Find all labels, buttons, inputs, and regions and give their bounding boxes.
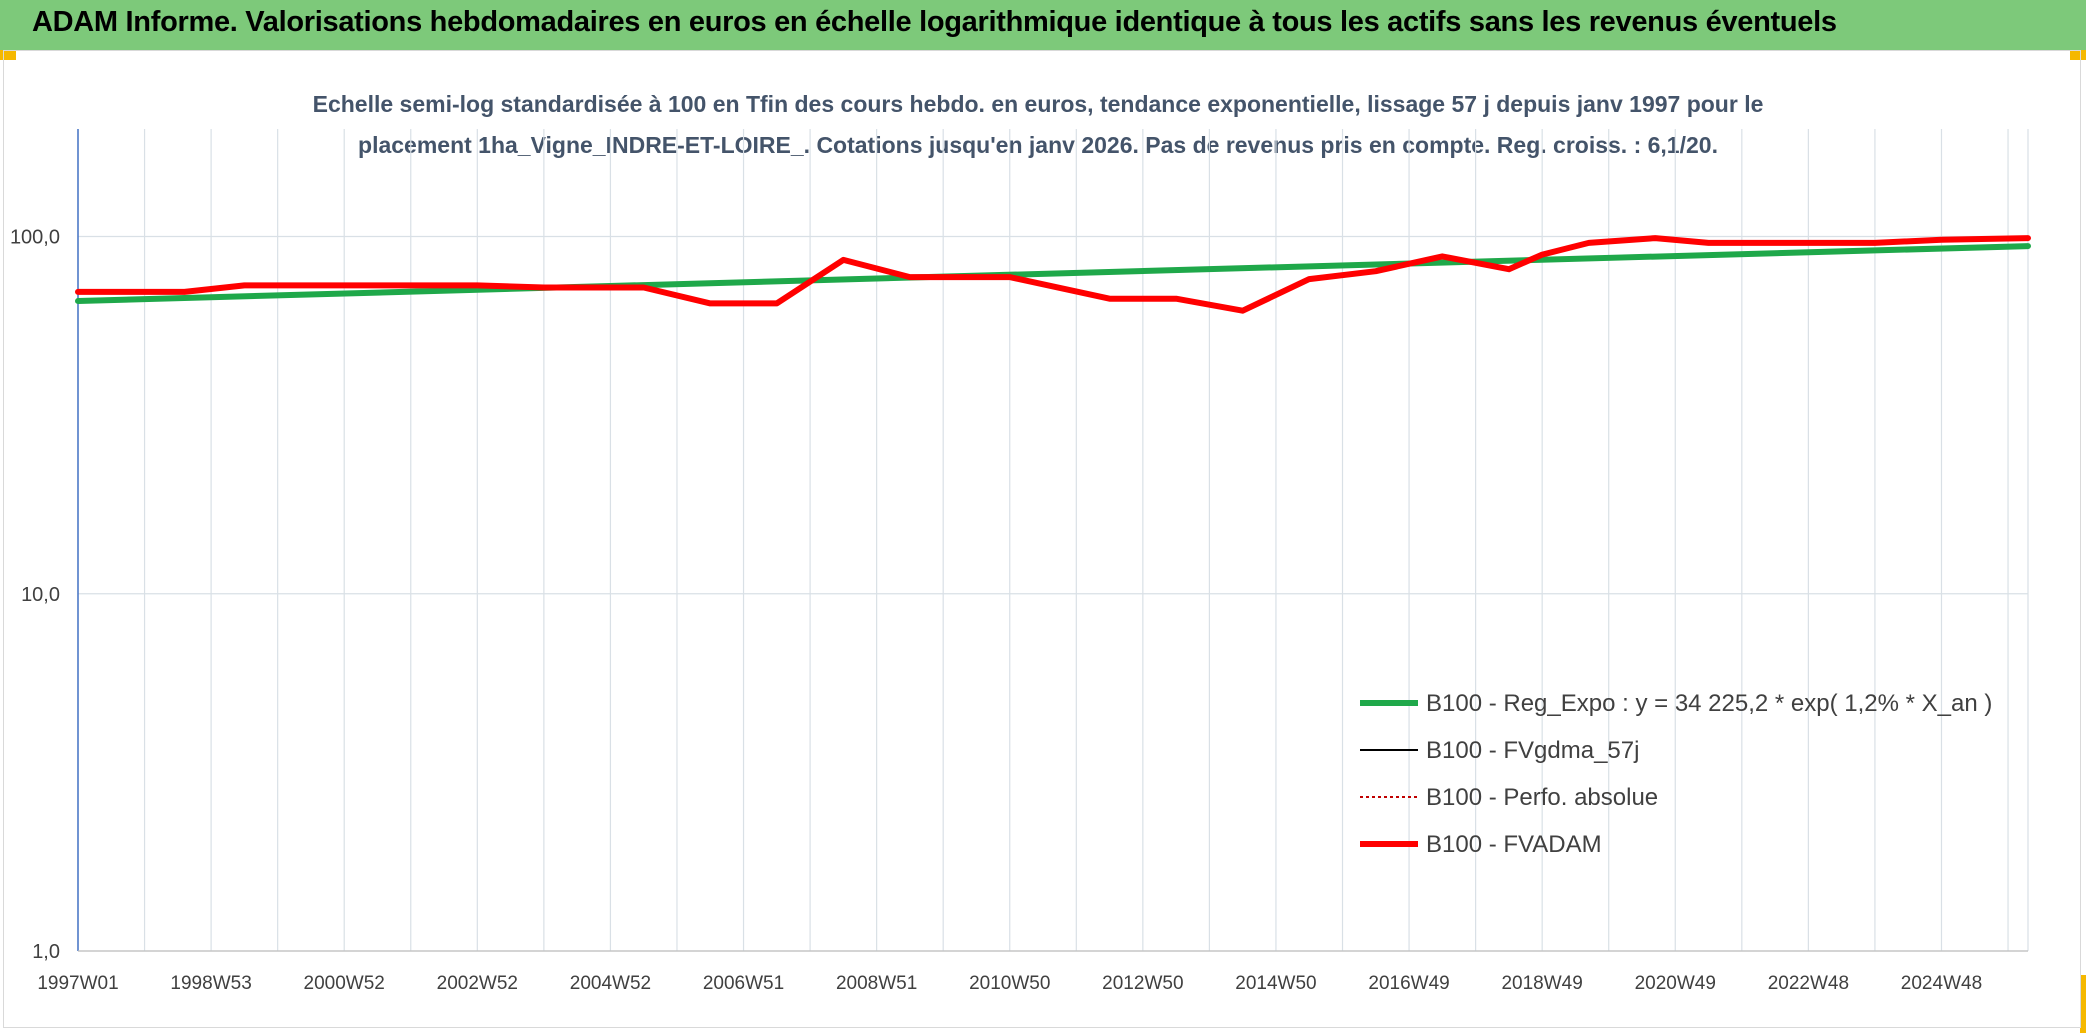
corner-accent-left bbox=[0, 50, 16, 60]
x-tick-label: 2014W50 bbox=[1235, 973, 1316, 994]
x-tick-label: 2010W50 bbox=[969, 973, 1050, 994]
y-tick-label: 10,0 bbox=[21, 584, 60, 606]
series-line-0 bbox=[75, 243, 2031, 304]
y-tick-label: 100,0 bbox=[10, 227, 60, 249]
corner-accent-bottom-right bbox=[2080, 975, 2086, 1033]
report-banner: ADAM Informe. Valorisations hebdomadaire… bbox=[0, 0, 2086, 50]
x-tick-label: 2000W52 bbox=[304, 973, 385, 994]
x-tick-label: 1998W53 bbox=[170, 973, 251, 994]
gridlines bbox=[77, 129, 2029, 952]
axes: 1,0 10,0 100,0 1997W01 1998W53 2000W52 2002W52… bbox=[10, 129, 2028, 994]
x-tick-label: 2022W48 bbox=[1768, 973, 1849, 994]
x-tick-label: 2018W49 bbox=[1501, 973, 1582, 994]
report-title: ADAM Informe. Valorisations hebdomadaire… bbox=[32, 6, 1837, 38]
legend-label-2: B100 - Perfo. absolue bbox=[1426, 784, 1658, 811]
x-tick-label: 2020W49 bbox=[1635, 973, 1716, 994]
x-tick-label: 1997W01 bbox=[37, 973, 118, 994]
legend-label-0: B100 - Reg_Expo : y = 34 225,2 * exp( 1,… bbox=[1426, 690, 1992, 717]
corner-accent-right bbox=[2070, 50, 2086, 60]
x-tick-label: 2006W51 bbox=[703, 973, 784, 994]
x-tick-label: 2012W50 bbox=[1102, 973, 1183, 994]
x-tick-label: 2002W52 bbox=[437, 973, 518, 994]
series-lines bbox=[75, 235, 2031, 314]
chart-title-line1: Echelle semi-log standardisée à 100 en T… bbox=[313, 91, 1764, 117]
chart-title-line2: placement 1ha_Vigne_INDRE-ET-LOIRE_. Cot… bbox=[358, 132, 1718, 158]
x-tick-label: 2016W49 bbox=[1368, 973, 1449, 994]
x-tick-label: 2004W52 bbox=[570, 973, 651, 994]
legend-label-3: B100 - FVADAM bbox=[1426, 831, 1602, 858]
y-tick-label: 1,0 bbox=[32, 941, 60, 963]
x-tick-label: 2024W48 bbox=[1901, 973, 1982, 994]
series-line-3 bbox=[75, 235, 2031, 314]
x-tick-label: 2008W51 bbox=[836, 973, 917, 994]
legend: B100 - Reg_Expo : y = 34 225,2 * exp( 1,… bbox=[1360, 690, 1992, 858]
legend-label-1: B100 - FVgdma_57j bbox=[1426, 737, 1639, 764]
chart-frame bbox=[3, 50, 2081, 1028]
